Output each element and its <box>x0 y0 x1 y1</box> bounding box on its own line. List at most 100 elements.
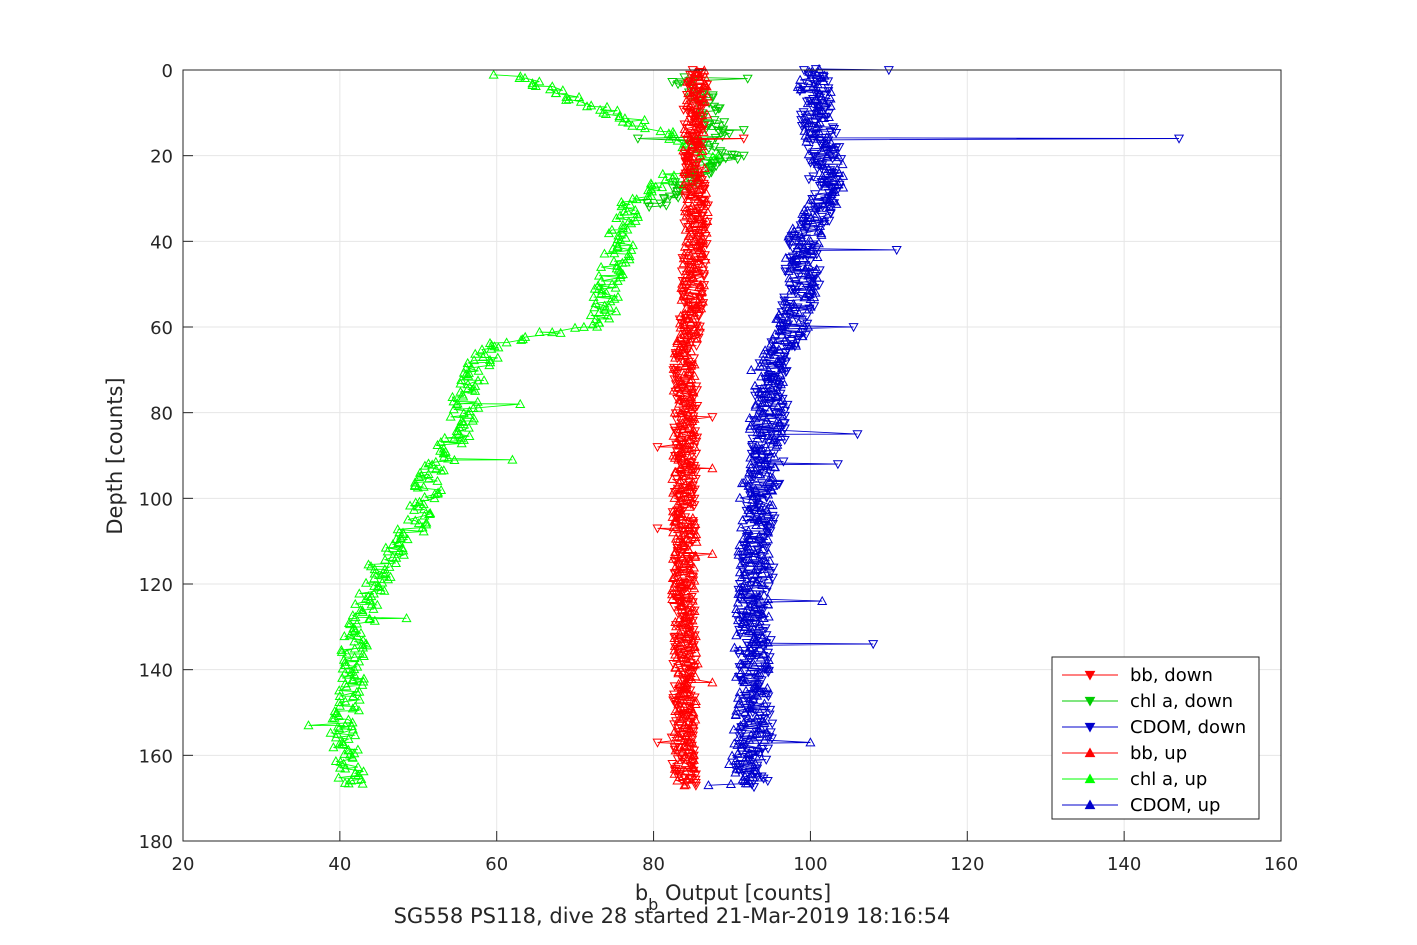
data-point <box>650 181 661 191</box>
data-point <box>624 254 635 264</box>
data-point <box>818 73 829 83</box>
data-point <box>430 464 442 474</box>
data-point <box>341 681 352 691</box>
data-point <box>690 781 701 791</box>
data-point <box>760 555 771 565</box>
data-point <box>827 192 838 202</box>
data-point <box>561 94 572 104</box>
data-point <box>743 756 754 767</box>
data-point <box>343 714 354 724</box>
data-point <box>671 769 682 780</box>
data-point <box>398 549 409 559</box>
data-point <box>486 339 497 350</box>
data-point <box>672 428 683 439</box>
data-point <box>688 626 699 636</box>
data-point <box>699 162 710 172</box>
data-point <box>684 669 695 679</box>
data-point <box>384 561 395 571</box>
data-point <box>418 481 429 491</box>
data-point <box>754 359 765 369</box>
data-point <box>795 110 806 120</box>
data-point <box>687 71 698 81</box>
data-point <box>787 244 799 254</box>
data-point <box>749 684 761 694</box>
data-point <box>734 594 745 604</box>
data-point <box>334 762 346 772</box>
data-point <box>456 438 467 448</box>
data-point <box>670 621 682 631</box>
data-point <box>337 663 348 673</box>
data-point <box>615 210 626 220</box>
data-point <box>757 606 768 616</box>
data-point <box>418 526 429 536</box>
data-point <box>740 666 751 677</box>
data-point <box>612 105 623 115</box>
data-point <box>699 185 710 195</box>
data-point <box>836 155 847 165</box>
data-point <box>682 106 693 116</box>
data-point <box>557 85 568 95</box>
data-point <box>563 94 574 104</box>
data-point <box>589 302 600 312</box>
data-point <box>810 99 821 109</box>
data-point <box>676 612 687 622</box>
data-point <box>747 708 758 718</box>
data-point <box>801 97 813 107</box>
data-point <box>377 567 389 577</box>
data-point <box>780 368 791 378</box>
data-point <box>671 440 682 450</box>
data-point <box>340 720 351 730</box>
data-point <box>613 264 624 274</box>
data-point <box>691 386 703 396</box>
data-point <box>803 260 814 270</box>
data-point <box>592 321 603 331</box>
data-point <box>687 668 698 678</box>
data-point <box>683 420 694 430</box>
data-point <box>700 259 711 269</box>
data-point <box>682 248 693 259</box>
data-point <box>666 585 678 595</box>
data-point <box>744 423 755 433</box>
data-point <box>694 311 705 322</box>
data-point <box>762 777 773 787</box>
data-point <box>803 145 814 155</box>
data-point <box>702 217 713 227</box>
data-point <box>691 341 702 351</box>
data-point <box>330 755 341 766</box>
data-point <box>689 98 700 108</box>
data-point <box>833 152 844 162</box>
data-point <box>752 761 763 771</box>
data-point <box>338 739 349 749</box>
data-point <box>763 692 774 702</box>
data-point <box>736 747 747 757</box>
data-point <box>755 607 766 617</box>
data-point <box>813 226 824 236</box>
data-point <box>696 203 707 213</box>
data-point <box>690 468 701 478</box>
data-point <box>623 117 634 127</box>
data-point <box>551 88 562 98</box>
data-point <box>664 133 675 143</box>
data-point <box>417 522 428 532</box>
data-point <box>484 360 495 370</box>
data-point <box>759 521 771 531</box>
data-point <box>741 533 752 543</box>
data-point <box>690 474 701 485</box>
data-point <box>779 406 790 416</box>
data-point <box>752 576 763 587</box>
data-point <box>670 380 682 390</box>
data-point <box>329 712 340 722</box>
data-point <box>759 714 770 724</box>
data-point <box>669 743 680 753</box>
data-point <box>809 302 820 312</box>
data-point <box>763 508 774 518</box>
x-axis-label-main: b <box>635 881 648 905</box>
series-line <box>738 68 1180 788</box>
data-point <box>670 516 681 526</box>
data-point <box>700 87 711 97</box>
data-point <box>476 344 488 354</box>
data-point <box>826 184 837 194</box>
series-layer <box>303 63 1185 793</box>
data-point <box>607 279 618 289</box>
data-point <box>683 564 694 574</box>
